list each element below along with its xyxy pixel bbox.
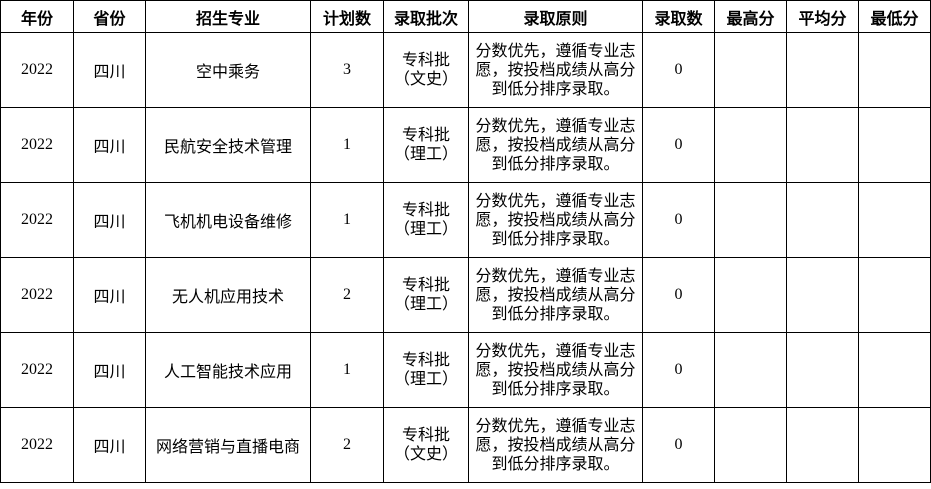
batch-cell: 专科批 （文史） xyxy=(383,32,469,108)
header-highest-score: 最高分 xyxy=(714,0,787,33)
header-plan-count: 计划数 xyxy=(310,0,384,33)
lowest-score-cell xyxy=(858,257,931,333)
admitted-count-cell: 0 xyxy=(642,257,715,333)
province-cell: 四川 xyxy=(73,32,146,108)
batch-line-2: （理工） xyxy=(393,221,458,238)
year-cell: 2022 xyxy=(0,32,74,108)
average-score-cell xyxy=(786,407,859,483)
major-cell: 网络营销与直播电商 xyxy=(145,407,311,483)
principle-cell: 分数优先，遵循专业志愿，按投档成绩从高分到低分排序录取。 xyxy=(468,332,643,408)
batch-cell: 专科批 （理工） xyxy=(383,107,469,183)
batch-line-2: （理工） xyxy=(393,146,458,163)
header-major: 招生专业 xyxy=(145,0,311,33)
table-row: 2022 四川 网络营销与直播电商 2 专科批 （文史） 分数优先，遵循专业志愿… xyxy=(0,407,931,483)
average-score-cell xyxy=(786,107,859,183)
average-score-cell xyxy=(786,257,859,333)
batch-cell: 专科批 （文史） xyxy=(383,407,469,483)
batch-line-1: 专科批 xyxy=(401,127,450,144)
highest-score-cell xyxy=(714,32,787,108)
plan-count-cell: 1 xyxy=(310,332,384,408)
plan-count-cell: 1 xyxy=(310,182,384,258)
highest-score-cell xyxy=(714,407,787,483)
year-cell: 2022 xyxy=(0,257,74,333)
plan-count-cell: 1 xyxy=(310,107,384,183)
province-cell: 四川 xyxy=(73,182,146,258)
table-row: 2022 四川 人工智能技术应用 1 专科批 （理工） 分数优先，遵循专业志愿，… xyxy=(0,332,931,408)
lowest-score-cell xyxy=(858,407,931,483)
year-cell: 2022 xyxy=(0,407,74,483)
table-row: 2022 四川 空中乘务 3 专科批 （文史） 分数优先，遵循专业志愿，按投档成… xyxy=(0,32,931,108)
principle-cell: 分数优先，遵循专业志愿，按投档成绩从高分到低分排序录取。 xyxy=(468,32,643,108)
admitted-count-cell: 0 xyxy=(642,332,715,408)
major-cell: 无人机应用技术 xyxy=(145,257,311,333)
table-header-row: 年份 省份 招生专业 计划数 录取批次 录取原则 录取数 最高分 平均分 最低分 xyxy=(0,0,931,33)
principle-cell: 分数优先，遵循专业志愿，按投档成绩从高分到低分排序录取。 xyxy=(468,257,643,333)
plan-count-cell: 2 xyxy=(310,257,384,333)
header-lowest-score: 最低分 xyxy=(858,0,931,33)
average-score-cell xyxy=(786,32,859,108)
header-admitted-count: 录取数 xyxy=(642,0,715,33)
table-row: 2022 四川 民航安全技术管理 1 专科批 （理工） 分数优先，遵循专业志愿，… xyxy=(0,107,931,183)
table-row: 2022 四川 飞机机电设备维修 1 专科批 （理工） 分数优先，遵循专业志愿，… xyxy=(0,182,931,258)
plan-count-cell: 3 xyxy=(310,32,384,108)
header-average-score: 平均分 xyxy=(786,0,859,33)
lowest-score-cell xyxy=(858,182,931,258)
admitted-count-cell: 0 xyxy=(642,407,715,483)
batch-cell: 专科批 （理工） xyxy=(383,182,469,258)
highest-score-cell xyxy=(714,332,787,408)
header-batch: 录取批次 xyxy=(383,0,469,33)
lowest-score-cell xyxy=(858,107,931,183)
principle-cell: 分数优先，遵循专业志愿，按投档成绩从高分到低分排序录取。 xyxy=(468,107,643,183)
major-cell: 飞机机电设备维修 xyxy=(145,182,311,258)
year-cell: 2022 xyxy=(0,182,74,258)
principle-cell: 分数优先，遵循专业志愿，按投档成绩从高分到低分排序录取。 xyxy=(468,182,643,258)
batch-line-2: （文史） xyxy=(393,71,458,88)
highest-score-cell xyxy=(714,182,787,258)
province-cell: 四川 xyxy=(73,107,146,183)
header-province: 省份 xyxy=(73,0,146,33)
batch-line-2: （理工） xyxy=(393,371,458,388)
major-cell: 人工智能技术应用 xyxy=(145,332,311,408)
province-cell: 四川 xyxy=(73,257,146,333)
principle-cell: 分数优先，遵循专业志愿，按投档成绩从高分到低分排序录取。 xyxy=(468,407,643,483)
batch-line-1: 专科批 xyxy=(401,202,450,219)
header-principle: 录取原则 xyxy=(468,0,643,33)
table-row: 2022 四川 无人机应用技术 2 专科批 （理工） 分数优先，遵循专业志愿，按… xyxy=(0,257,931,333)
batch-line-1: 专科批 xyxy=(401,427,450,444)
highest-score-cell xyxy=(714,257,787,333)
header-year: 年份 xyxy=(0,0,74,33)
batch-line-1: 专科批 xyxy=(401,352,450,369)
year-cell: 2022 xyxy=(0,332,74,408)
admitted-count-cell: 0 xyxy=(642,182,715,258)
batch-line-2: （理工） xyxy=(393,296,458,313)
highest-score-cell xyxy=(714,107,787,183)
batch-cell: 专科批 （理工） xyxy=(383,257,469,333)
province-cell: 四川 xyxy=(73,407,146,483)
admitted-count-cell: 0 xyxy=(642,32,715,108)
average-score-cell xyxy=(786,182,859,258)
batch-cell: 专科批 （理工） xyxy=(383,332,469,408)
lowest-score-cell xyxy=(858,332,931,408)
year-cell: 2022 xyxy=(0,107,74,183)
batch-line-1: 专科批 xyxy=(401,277,450,294)
batch-line-1: 专科批 xyxy=(401,52,450,69)
major-cell: 民航安全技术管理 xyxy=(145,107,311,183)
admitted-count-cell: 0 xyxy=(642,107,715,183)
lowest-score-cell xyxy=(858,32,931,108)
batch-line-2: （文史） xyxy=(393,446,458,463)
major-cell: 空中乘务 xyxy=(145,32,311,108)
plan-count-cell: 2 xyxy=(310,407,384,483)
province-cell: 四川 xyxy=(73,332,146,408)
average-score-cell xyxy=(786,332,859,408)
